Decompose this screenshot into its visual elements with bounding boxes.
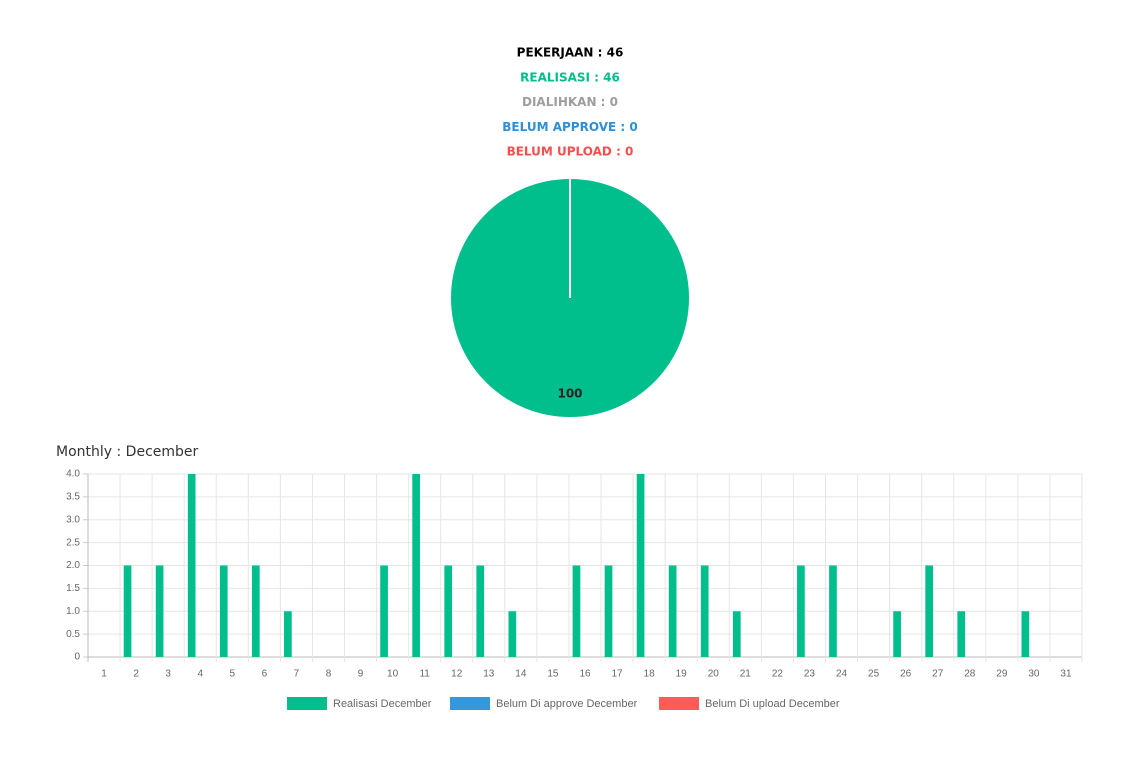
x-tick-label: 20 — [708, 669, 720, 680]
bar — [508, 611, 517, 657]
x-tick-label: 22 — [772, 669, 784, 680]
summary-line: BELUM UPLOAD : 0 — [507, 145, 634, 159]
bar — [604, 565, 613, 657]
x-tick-label: 12 — [451, 669, 463, 680]
x-tick-label: 21 — [740, 669, 752, 680]
x-tick-label: 31 — [1060, 669, 1072, 680]
legend-swatch — [450, 697, 490, 710]
bar — [444, 565, 453, 657]
x-tick-label: 27 — [932, 669, 944, 680]
bar — [829, 565, 837, 657]
y-tick-label: 1.0 — [66, 606, 80, 617]
x-tick-label: 13 — [483, 669, 495, 680]
summary-line: REALISASI : 46 — [520, 70, 620, 84]
x-tick-label: 16 — [579, 669, 591, 680]
x-tick-label: 10 — [387, 669, 399, 680]
x-tick-label: 23 — [804, 669, 816, 680]
bar — [668, 565, 677, 657]
y-tick-label: 2.5 — [66, 537, 80, 548]
x-tick-label: 29 — [996, 669, 1008, 680]
legend-label: Realisasi December — [333, 698, 432, 710]
x-tick-label: 2 — [133, 669, 139, 680]
bar — [155, 565, 164, 657]
y-tick-label: 2.0 — [66, 560, 80, 571]
x-tick-label: 4 — [197, 669, 203, 680]
x-tick-label: 5 — [230, 669, 236, 680]
bar — [284, 611, 292, 657]
bar — [957, 611, 966, 657]
x-tick-label: 26 — [900, 669, 912, 680]
x-tick-label: 8 — [326, 669, 332, 680]
legend-label: Belum Di upload December — [705, 698, 840, 710]
bar — [636, 474, 645, 657]
y-tick-label: 0.5 — [66, 629, 80, 640]
bar — [380, 565, 388, 657]
x-tick-label: 14 — [515, 669, 527, 680]
x-tick-label: 7 — [294, 669, 300, 680]
y-tick-label: 3.0 — [66, 514, 80, 525]
x-tick-label: 24 — [836, 669, 848, 680]
y-tick-label: 4.0 — [66, 469, 80, 480]
chart-title: Monthly : December — [56, 444, 199, 460]
legend-label: Belum Di approve December — [496, 698, 638, 710]
x-tick-label: 25 — [868, 669, 880, 680]
summary-line: BELUM APPROVE : 0 — [502, 120, 637, 134]
y-tick-label: 0 — [74, 652, 80, 663]
x-tick-label: 9 — [358, 669, 364, 680]
x-tick-label: 19 — [676, 669, 688, 680]
bar — [251, 565, 260, 657]
x-tick-label: 3 — [165, 669, 171, 680]
bar — [476, 565, 485, 657]
bar — [732, 611, 741, 657]
y-tick-label: 3.5 — [66, 492, 80, 503]
bar — [123, 565, 132, 657]
bar — [700, 565, 709, 657]
bar — [1021, 611, 1030, 657]
x-tick-label: 1 — [101, 669, 107, 680]
summary-line: PEKERJAAN : 46 — [517, 46, 624, 60]
bar — [925, 565, 934, 657]
x-tick-label: 30 — [1028, 669, 1040, 680]
bar — [219, 565, 228, 657]
bar — [797, 565, 805, 657]
summary-line: DIALIHKAN : 0 — [522, 95, 618, 109]
bar — [572, 565, 581, 657]
legend-swatch — [659, 697, 699, 710]
x-tick-label: 17 — [612, 669, 624, 680]
x-tick-label: 28 — [964, 669, 976, 680]
y-tick-label: 1.5 — [66, 583, 80, 594]
x-tick-label: 6 — [262, 669, 268, 680]
bar — [893, 611, 901, 657]
x-tick-label: 11 — [419, 669, 430, 680]
bar — [187, 474, 196, 657]
x-tick-label: 18 — [644, 669, 656, 680]
slice-label: 100 — [557, 387, 582, 401]
legend-swatch — [287, 697, 327, 710]
bar — [412, 474, 420, 657]
x-tick-label: 15 — [547, 669, 559, 680]
